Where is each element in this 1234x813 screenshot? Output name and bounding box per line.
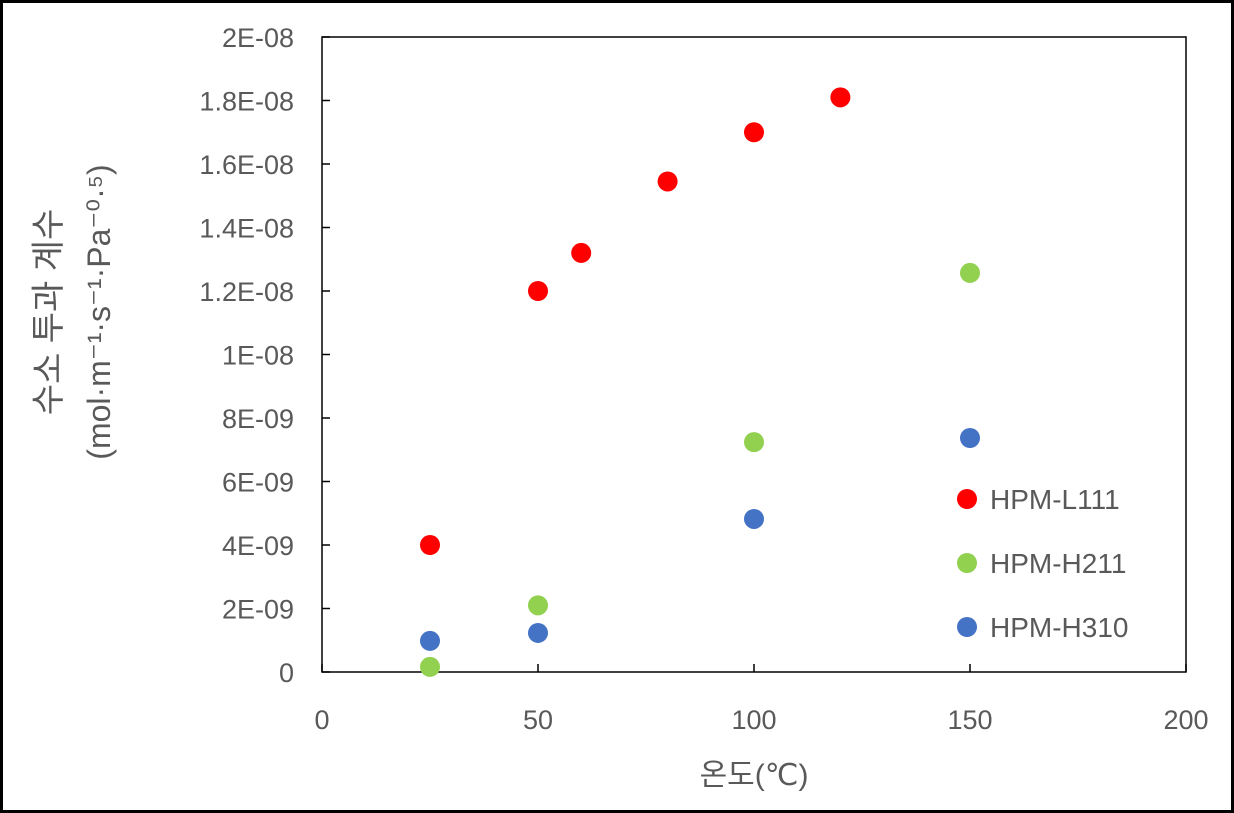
y-tick-label: 1.4E-08: [199, 214, 294, 244]
data-point-hpm-l111: [528, 281, 548, 301]
x-tick-label: 0: [314, 705, 329, 735]
y-tick-label: 1.6E-08: [199, 150, 294, 180]
legend-label: HPM-H310: [990, 612, 1128, 643]
x-tick-label: 150: [947, 705, 992, 735]
x-tick-label: 100: [731, 705, 776, 735]
data-point-hpm-l111: [830, 87, 851, 108]
y-axis-label-line2: (mol·m⁻¹·s⁻¹·Pa⁻⁰·⁵): [81, 164, 117, 459]
x-axis-ticks: 0 50 100 150 200: [314, 664, 1209, 735]
data-points: [420, 87, 980, 677]
data-point-hpm-h211: [528, 595, 548, 616]
legend-marker: [957, 617, 977, 637]
legend-marker: [957, 489, 977, 509]
y-tick-label: 4E-09: [222, 531, 294, 561]
data-point-hpm-h211: [744, 432, 764, 453]
y-tick-label: 1.2E-08: [199, 277, 294, 307]
y-axis-label: 수소 투과 계수 (mol·m⁻¹·s⁻¹·Pa⁻⁰·⁵): [30, 164, 117, 459]
data-point-hpm-h310: [528, 622, 548, 643]
legend-label: HPM-H211: [990, 548, 1126, 579]
data-point-hpm-h310: [744, 508, 764, 529]
data-point-hpm-l111: [657, 171, 678, 192]
data-point-hpm-h310: [960, 428, 980, 449]
data-point-hpm-l111: [420, 535, 440, 555]
y-tick-label: 2E-09: [222, 595, 294, 625]
data-point-hpm-h310: [420, 630, 440, 651]
data-point-hpm-l111: [744, 122, 764, 143]
legend-label: HPM-L111: [990, 484, 1120, 515]
x-axis-label: 온도(℃): [700, 759, 809, 792]
legend-marker: [957, 553, 977, 573]
y-tick-label: 0: [279, 658, 294, 688]
legend: HPM-L111 HPM-H211 HPM-H310: [957, 484, 1128, 643]
y-tick-label: 1E-08: [222, 341, 294, 371]
data-point-hpm-l111: [571, 242, 592, 263]
data-point-hpm-h211: [420, 656, 440, 677]
x-tick-label: 50: [523, 705, 553, 735]
y-tick-label: 2E-08: [222, 23, 294, 53]
y-tick-label: 1.8E-08: [199, 87, 294, 117]
data-point-hpm-h211: [960, 262, 980, 283]
y-tick-label: 6E-09: [222, 468, 294, 498]
y-tick-label: 8E-09: [222, 404, 294, 434]
y-axis-label-line1: 수소 투과 계수: [30, 209, 68, 416]
y-axis-ticks: 0 2E-09 4E-09 6E-09 8E-09 1E-08 1.2E-08 1.4E-08…: [199, 23, 330, 688]
x-tick-label: 200: [1163, 705, 1208, 735]
